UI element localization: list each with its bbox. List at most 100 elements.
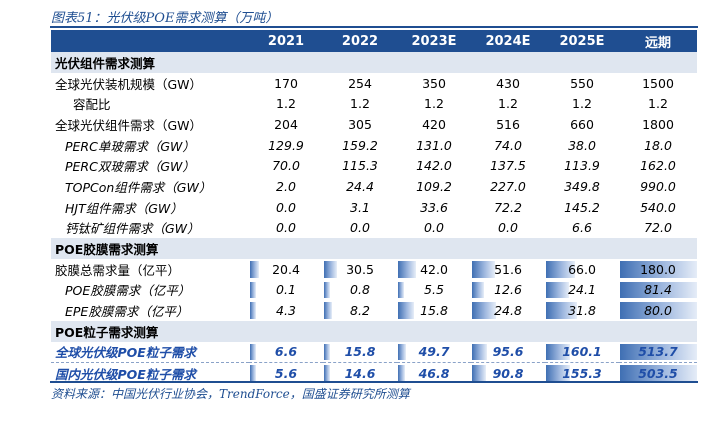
data-bar [324,343,330,361]
data-bar [620,260,697,278]
column-header: 2021 [249,30,323,52]
header-row: 2021 2022 2023E 2024E 2025E 远期 [51,30,697,52]
table-row: 国内光伏级POE粒子需求 5.6 14.6 46.8 90.8 155.3 503.5 [51,363,697,384]
cell-value: 155.3 [562,366,602,382]
section-header-row: POE胶膜需求测算 [51,238,697,259]
data-bar [472,343,487,361]
cell-value: 80.0 [644,303,672,319]
row-label: 国内光伏级POE粒子需求 [55,367,196,383]
data-bar [398,260,416,278]
table-cell: 503.5 [619,363,697,384]
cell-value: 15.8 [344,344,376,360]
data-bar [472,281,484,299]
data-bar [620,365,697,382]
table-cell: 49.7 [397,341,471,364]
cell-value: 15.8 [420,303,448,319]
table-row: 全球光伏组件需求（GW） 204 305 420 516 660 1800 [51,114,697,135]
cell-value: 31.8 [568,303,596,319]
table-row: TOPCon组件需求（GW） 2.0 24.4 109.2 227.0 349.8 990.… [51,176,697,197]
cell-value: 24.8 [494,303,522,319]
table-caption: 图表51：光伏级POE需求测算（万吨） [51,11,279,26]
table-cell: 66.0 [545,259,619,280]
table-cell: 3.1 [350,199,370,215]
row-label: 全球光伏组件需求（GW） [55,117,203,133]
cell-value: 160.1 [562,344,602,360]
table-row: POE胶膜需求（亿平） 0.1 0.8 5.5 12.6 24.1 81.4 [51,280,697,301]
table-cell: 204 [274,116,298,132]
poe-demand-table: 2021 2022 2023E 2024E 2025E 远期 光伏组件需求测算全… [51,30,697,384]
row-label: PERC双玻需求（GW） [65,159,195,175]
section-title: POE胶膜需求测算 [51,238,697,259]
table-cell: 162.0 [640,158,676,174]
table-cell: 1.2 [648,96,668,112]
table-cell: 5.6 [249,363,323,384]
table-cell: 160.1 [545,341,619,364]
table-cell: 990.0 [640,178,676,194]
column-header: 远期 [619,30,697,52]
table-row: PERC单玻需求（GW） 129.9 159.2 131.0 74.0 38.0 18.0 [51,135,697,156]
data-bar [472,365,487,382]
table-cell: 72.0 [644,220,672,236]
table-row: PERC双玻需求（GW） 70.0 115.3 142.0 137.5 113.9 162.… [51,155,697,176]
data-bar [398,302,414,319]
table-cell: 540.0 [640,199,676,215]
data-bar [250,260,259,278]
table-cell: 1500 [642,75,674,91]
table-cell: 95.6 [471,341,545,364]
table-cell: 4.3 [249,300,323,321]
data-bar [546,260,575,278]
data-bar [620,281,697,299]
table-cell: 0.0 [276,199,296,215]
data-bar [250,343,256,361]
table-cell: 513.7 [619,341,697,364]
row-label: 钙钛矿组件需求（GW） [65,221,200,237]
cell-value: 51.6 [494,261,522,277]
cell-value: 0.1 [276,282,296,298]
table-row: 全球光伏级POE粒子需求 6.6 15.8 49.7 95.6 160.1 513.7 [51,341,697,364]
table-cell: 0.0 [424,220,444,236]
table-cell: 145.2 [564,199,600,215]
table-cell: 0.1 [249,280,323,301]
table-cell: 51.6 [471,259,545,280]
cell-value: 14.6 [344,366,376,382]
row-label: PERC单玻需求（GW） [65,138,195,154]
row-label: HJT组件需求（GW） [65,200,183,216]
cell-value: 5.5 [424,282,444,298]
cell-value: 513.7 [638,344,678,360]
cell-value: 24.1 [568,282,596,298]
data-bar [324,281,330,299]
data-bar [398,281,404,299]
row-label: EPE胶膜需求（亿平） [65,304,189,320]
table-cell: 227.0 [490,178,526,194]
table-cell: 12.6 [471,280,545,301]
table-cell: 430 [496,75,520,91]
table-cell: 15.8 [323,341,397,364]
column-header: 2025E [545,30,619,52]
top-rule [50,26,698,28]
table-cell: 80.0 [619,300,697,321]
data-bar [546,281,570,299]
table-cell: 1.2 [424,96,444,112]
cell-value: 30.5 [346,261,374,277]
table-cell: 70.0 [272,158,300,174]
data-bar [250,281,256,299]
section-header-row: POE粒子需求测算 [51,320,697,342]
table-cell: 254 [348,75,372,91]
column-header: 2022 [323,30,397,52]
data-bar [324,302,332,319]
table-cell: 131.0 [416,137,452,153]
table-cell: 1.2 [572,96,592,112]
table-cell: 0.8 [323,280,397,301]
cell-value: 42.0 [420,261,448,277]
data-bar [546,343,571,361]
table-cell: 170 [274,75,298,91]
section-title: POE粒子需求测算 [51,320,697,342]
cell-value: 503.5 [638,366,678,382]
data-bar [620,343,697,361]
data-bar [546,302,578,319]
table-cell: 81.4 [619,280,697,301]
data-bar [324,365,330,382]
cell-value: 5.6 [274,366,298,382]
cell-value: 6.6 [274,344,298,360]
table-row: EPE胶膜需求（亿平） 4.3 8.2 15.8 24.8 31.8 80.0 [51,300,697,321]
